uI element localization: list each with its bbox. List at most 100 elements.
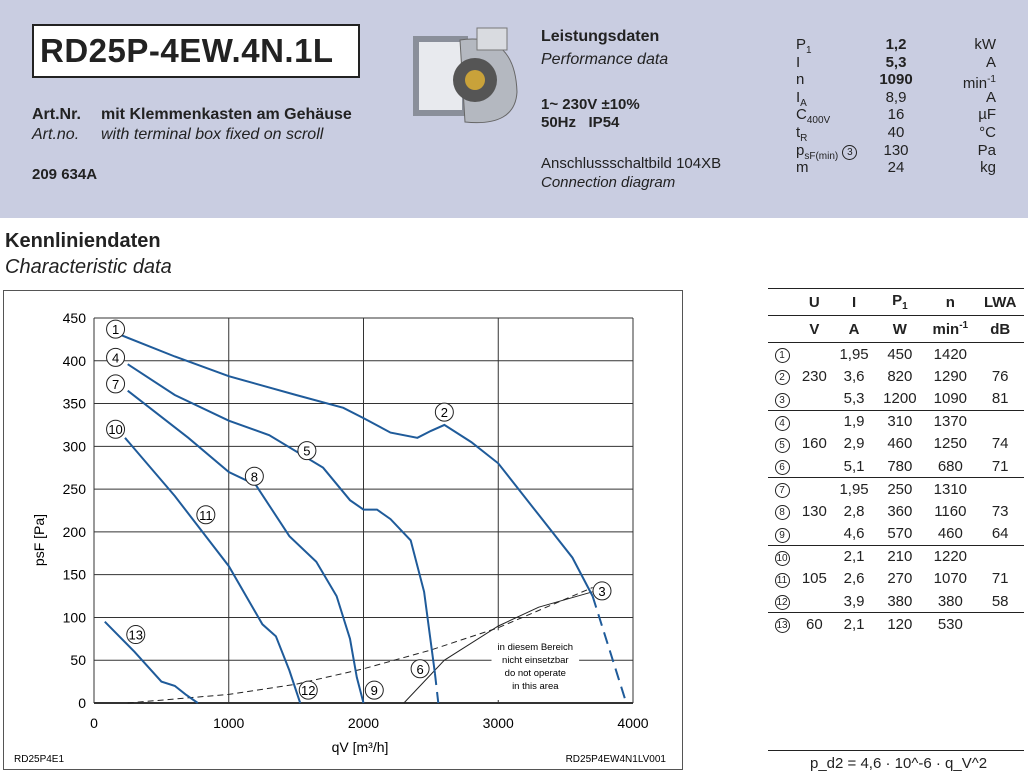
art-label-en: Art.no. xyxy=(32,126,80,143)
series-line-5 xyxy=(104,620,199,704)
art-number: 209 634A xyxy=(32,166,98,183)
table-row: 3 5,3 1200 1090 81 xyxy=(768,388,1024,411)
art-label-de: Art.Nr. xyxy=(32,106,81,123)
point-marker-1 xyxy=(106,319,126,339)
perf-row: m 24 kg xyxy=(796,159,996,177)
frequency-ip: 50Hz IP54 xyxy=(541,114,620,131)
table-row: 9 4,6 570 460 64 xyxy=(768,523,1024,546)
perf-row: P1 1,2 kW xyxy=(796,36,996,56)
series-line-4 xyxy=(124,437,302,704)
point-label: 13 xyxy=(129,628,143,643)
point-label: 1 xyxy=(112,322,119,337)
no-operate-area xyxy=(491,630,580,700)
y-axis-label: psF [Pa] xyxy=(31,514,47,566)
col-unit: min-1 xyxy=(932,320,969,338)
pd2-formula: p_d2 = 4,6 · 10^-6 · q_V^2 xyxy=(810,755,988,772)
point-marker-8 xyxy=(244,466,264,486)
table-row: 12 3,9 380 380 58 xyxy=(774,592,1009,610)
col-header: U xyxy=(808,293,820,311)
perf-row: IA 8,9 A xyxy=(796,88,996,109)
perf-title-en: Performance data xyxy=(541,51,669,68)
col-header: I xyxy=(851,293,857,311)
connection-en: Connection diagram xyxy=(541,174,676,191)
y-tick-label: 0 xyxy=(78,695,86,711)
table-row: 1 1,95 450 1420 xyxy=(768,342,1024,365)
col-header: P1 xyxy=(892,292,908,312)
badge-3: 3 xyxy=(842,144,858,160)
point-label: 5 xyxy=(303,444,310,459)
point-marker-2 xyxy=(434,402,454,422)
chart-code-right: RD25P4EW4N1LV001 xyxy=(566,754,667,765)
point-label: 7 xyxy=(112,377,119,392)
series-line-3 xyxy=(127,389,365,704)
area-note-text: in diesem Bereich xyxy=(498,642,574,653)
point-label: 9 xyxy=(371,683,378,698)
x-tick-label: 1000 xyxy=(213,715,244,731)
table-row: 2 230 3,6 820 1290 76 xyxy=(768,365,1024,388)
table-row: 8 130 2,8 360 1160 73 xyxy=(768,500,1024,523)
point-marker-7 xyxy=(106,374,126,394)
point-label: 10 xyxy=(108,422,122,437)
formula-divider xyxy=(768,750,1024,751)
perf-row: n 1090 min-1 xyxy=(796,71,996,93)
perf-row: tR 40 °C xyxy=(796,123,996,144)
perf-title-de: Leistungsdaten xyxy=(541,28,660,45)
point-label: 3 xyxy=(598,584,605,599)
perf-row: I 5,3 A xyxy=(796,53,996,71)
point-marker-4 xyxy=(106,347,126,367)
point-marker-11 xyxy=(196,505,216,525)
table-row: 13 60 2,1 120 530 xyxy=(768,612,1024,635)
point-label: 11 xyxy=(199,508,213,523)
point-label: 12 xyxy=(301,683,315,698)
y-tick-label: 450 xyxy=(63,310,87,326)
point-label: 2 xyxy=(441,405,448,420)
series-line-2 xyxy=(127,363,436,674)
x-tick-label: 4000 xyxy=(617,715,648,731)
point-label: 8 xyxy=(251,469,258,484)
col-unit: W xyxy=(892,320,907,338)
characteristic-chart: qV [m³/h] psF [Pa] 050100150200250300350… xyxy=(14,310,667,765)
area-note-text: nicht einsetzbar xyxy=(502,655,569,666)
table-row: 11 105 2,6 270 1070 71 xyxy=(768,568,1024,591)
col-unit: dB xyxy=(990,320,1011,338)
x-axis-label: qV [m³/h] xyxy=(332,739,389,755)
col-header: LWA xyxy=(983,293,1017,311)
point-marker-6 xyxy=(410,659,430,679)
y-tick-label: 300 xyxy=(63,438,87,454)
y-tick-label: 200 xyxy=(63,524,87,540)
point-marker-13 xyxy=(126,625,146,645)
series-dashed-tail-1 xyxy=(591,595,628,704)
point-marker-12 xyxy=(298,680,318,700)
x-tick-label: 3000 xyxy=(483,715,514,731)
art-desc-de: mit Klemmenkasten am Gehäuse xyxy=(101,106,352,123)
perf-row: psF(min) 3 130 Pa xyxy=(796,141,996,162)
system-curve-dashed xyxy=(127,587,593,704)
point-marker-3 xyxy=(592,581,612,601)
operating-limit-curve xyxy=(403,591,593,704)
point-label: 4 xyxy=(112,350,119,365)
point-marker-5 xyxy=(297,441,317,461)
y-tick-label: 150 xyxy=(63,567,87,583)
y-tick-label: 250 xyxy=(63,481,87,497)
y-tick-label: 400 xyxy=(63,353,87,369)
table-row: 5 160 2,9 460 1250 74 xyxy=(768,433,1024,456)
area-note-text: in this area xyxy=(512,681,559,692)
perf-row: C400V 16 µF xyxy=(796,106,996,127)
art-desc-en: with terminal box fixed on scroll xyxy=(101,126,324,143)
point-marker-9 xyxy=(364,680,384,700)
point-marker-10 xyxy=(106,419,126,439)
y-tick-label: 50 xyxy=(70,652,86,668)
col-header: n xyxy=(945,293,955,311)
col-unit: V xyxy=(809,320,820,338)
y-tick-label: 100 xyxy=(63,609,87,625)
table-row: 6 5,1 780 680 71 xyxy=(768,455,1024,478)
section-title-de: Kennliniendaten xyxy=(5,230,161,252)
chart-code-left: RD25P4E1 xyxy=(14,754,64,765)
y-tick-label: 350 xyxy=(63,396,87,412)
x-tick-label: 0 xyxy=(90,715,98,731)
x-tick-label: 2000 xyxy=(348,715,379,731)
table-row: 10 2,1 210 1220 xyxy=(768,544,1024,568)
table-row: 7 1,95 250 1310 xyxy=(768,477,1024,500)
fan-image xyxy=(413,27,518,124)
